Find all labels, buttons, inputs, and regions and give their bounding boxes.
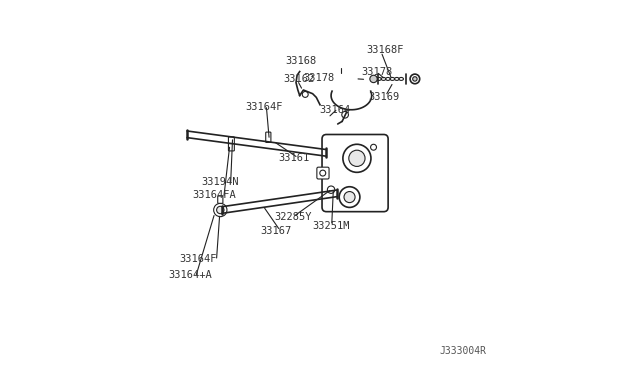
Text: 33162: 33162: [283, 74, 314, 84]
FancyBboxPatch shape: [228, 137, 234, 144]
Circle shape: [214, 203, 227, 217]
Text: 33161: 33161: [278, 153, 310, 163]
FancyBboxPatch shape: [322, 135, 388, 212]
Text: 33164F: 33164F: [245, 102, 283, 112]
Text: 33164: 33164: [319, 105, 351, 115]
Circle shape: [328, 186, 335, 193]
Circle shape: [371, 144, 376, 150]
Text: 33178: 33178: [362, 67, 392, 77]
Circle shape: [339, 187, 360, 208]
FancyBboxPatch shape: [218, 196, 223, 203]
Text: 33164FA: 33164FA: [193, 190, 236, 200]
Circle shape: [302, 92, 308, 97]
Circle shape: [344, 192, 355, 203]
FancyBboxPatch shape: [266, 132, 271, 142]
Text: J333004R: J333004R: [439, 346, 486, 356]
Circle shape: [342, 112, 348, 118]
Text: 32285Y: 32285Y: [274, 212, 311, 222]
Text: 33164F: 33164F: [179, 254, 216, 264]
Text: 33178: 33178: [303, 73, 335, 83]
Circle shape: [343, 144, 371, 172]
Circle shape: [216, 206, 224, 214]
FancyBboxPatch shape: [228, 144, 234, 151]
Circle shape: [349, 150, 365, 166]
Text: 33167: 33167: [260, 226, 291, 236]
Text: 33251M: 33251M: [312, 221, 349, 231]
FancyBboxPatch shape: [317, 167, 329, 179]
Circle shape: [320, 170, 326, 176]
Text: 33164+A: 33164+A: [168, 270, 212, 280]
Text: 33194N: 33194N: [201, 177, 239, 187]
Text: 33169: 33169: [368, 92, 399, 102]
Text: 33168F: 33168F: [366, 45, 404, 55]
Text: 33168: 33168: [285, 56, 316, 66]
Circle shape: [370, 75, 377, 83]
Circle shape: [410, 74, 420, 84]
Circle shape: [413, 77, 417, 81]
